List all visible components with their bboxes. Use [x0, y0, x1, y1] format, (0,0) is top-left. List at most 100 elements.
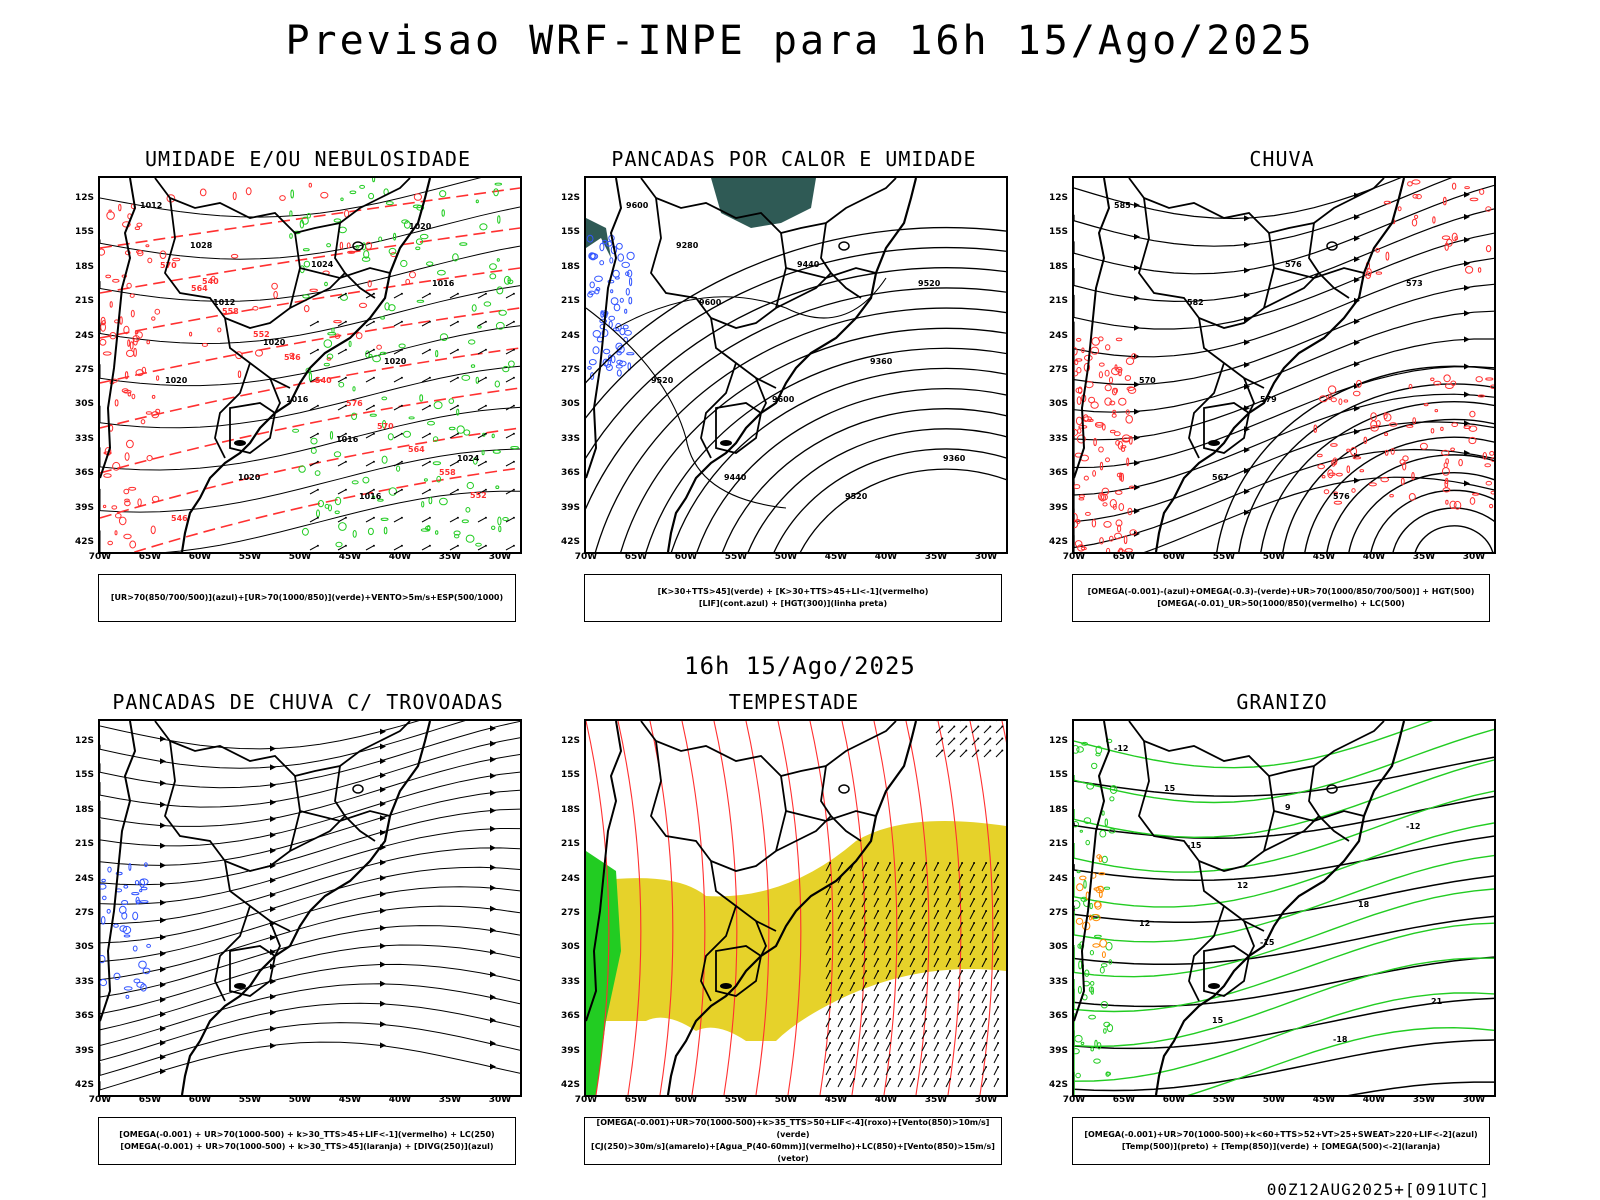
latitude-tick-label: 36S	[560, 1011, 580, 1022]
contour-label: 1012	[140, 201, 162, 210]
legend-line: [OMEGA(-0.01)_UR>50(1000/850)(vermelho) …	[1157, 599, 1405, 608]
longitude-tick-label: 70W	[1062, 552, 1086, 562]
forecast-map	[584, 719, 1008, 1097]
longitude-axis: 70W 65W 60W 55W 50W 45W 40W 35W 30W	[575, 552, 1008, 564]
latitude-tick-label: 21S	[1048, 839, 1068, 850]
run-time-footer: 00Z12AUG2025+[091UTC]	[1266, 1180, 1490, 1199]
latitude-axis: 12S 15S 18S 21S 24S 27S 30S 33S 36S 39S 42S	[68, 719, 96, 1093]
forecast-map: 9600 9600 9600 9520 9520 9520 9440 9440 9360 9360…	[584, 176, 1008, 554]
contour-label: 576	[346, 399, 363, 408]
contour-label: 1016	[359, 492, 382, 501]
contour-label: 9520	[845, 492, 868, 501]
legend-line: [OMEGA(-0.001)+UR>70(1000-500)+k<60+TTS>…	[1084, 1130, 1478, 1139]
longitude-tick-label: 70W	[88, 1095, 112, 1105]
latitude-tick-label: 36S	[1048, 1011, 1068, 1022]
longitude-axis: 70W 65W 60W 55W 50W 45W 40W 35W 30W	[1063, 552, 1496, 564]
legend-line: [OMEGA(-0.001)-(azul)+OMEGA(-0.3)-(verde…	[1087, 587, 1475, 596]
contour-label: 1024	[457, 454, 480, 463]
latitude-tick-label: 27S	[560, 908, 580, 918]
contour-label: 9	[1285, 803, 1291, 812]
contour-label: 552	[253, 330, 270, 339]
contour-label: 1020	[165, 376, 188, 385]
contour-label: 1028	[190, 241, 213, 250]
map-svg: 9600 9600 9600 9520 9520 9520 9440 9440 9360 9360…	[586, 178, 1006, 552]
longitude-tick-label: 65W	[1112, 1095, 1136, 1105]
latitude-tick-label: 15S	[1048, 770, 1068, 781]
contour-label: 18	[1358, 900, 1370, 909]
longitude-axis: 70W 65W 60W 55W 50W 45W 40W 35W 30W	[575, 1095, 1008, 1107]
longitude-tick-label: 40W	[1362, 552, 1386, 562]
longitude-tick-label: 30W	[1462, 552, 1486, 562]
latitude-tick-label: 33S	[1048, 976, 1068, 987]
longitude-tick-label: 40W	[874, 1095, 898, 1105]
longitude-tick-label: 60W	[674, 1095, 698, 1105]
latitude-tick-label: 42S	[1048, 1080, 1068, 1090]
contour-label: 570	[1139, 376, 1156, 385]
latitude-tick-label: 18S	[1048, 261, 1068, 272]
contour-label: 21	[1431, 997, 1443, 1006]
panel-title: PANCADAS DE CHUVA C/ TROVOADAS	[112, 690, 504, 714]
panel-legend: [UR>70(850/700/500)](azul)+[UR>70(1000/8…	[98, 574, 516, 622]
longitude-tick-label: 45W	[1312, 552, 1336, 562]
map-svg: 1012 1012 1016 1016 1016 1020 1020 1024 1020 1024…	[100, 178, 520, 552]
contour-label: 15	[1164, 784, 1176, 793]
contour-label: 9600	[772, 395, 795, 404]
longitude-tick-label: 50W	[1262, 1095, 1286, 1105]
map-svg	[100, 721, 520, 1095]
legend-line: [CJ(250)>30m/s](amarelo)+[Agua_P(40-60mm…	[591, 1142, 995, 1163]
latitude-axis: 12S 15S 18S 21S 24S 27S 30S 33S 36S 39S 42S	[554, 719, 582, 1093]
legend-line: [OMEGA(-0.001)+UR>70(1000-500)+k>35_TTS>…	[596, 1118, 990, 1139]
main-title: Previsao WRF-INPE para 16h 15/Ago/2025	[285, 18, 1315, 64]
longitude-tick-label: 60W	[1162, 552, 1186, 562]
contour-label: 9360	[943, 454, 966, 463]
latitude-tick-label: 27S	[560, 365, 580, 375]
latitude-tick-label: 27S	[1048, 365, 1068, 375]
longitude-tick-label: 65W	[624, 552, 648, 562]
panel-tempestade: TEMPESTADE 12S 15S 18S 21S 24S 27S 30S 33S 36S 39S…	[554, 690, 1034, 1170]
latitude-tick-label: 27S	[74, 908, 94, 918]
contour-label: 9520	[918, 279, 941, 288]
map-svg: 585 582 579 576 573 570 567 576	[1074, 178, 1494, 552]
contour-label: 1012	[213, 298, 235, 307]
map-layers: 9600 9600 9600 9520 9520 9520 9440 9440 9360 9360…	[586, 178, 1006, 552]
longitude-tick-label: 70W	[574, 1095, 598, 1105]
latitude-tick-label: 12S	[1048, 736, 1068, 746]
latitude-tick-label: 27S	[1048, 908, 1068, 918]
longitude-tick-label: 35W	[1412, 1095, 1436, 1105]
contour-label: 567	[1212, 473, 1229, 482]
latitude-tick-label: 12S	[560, 736, 580, 746]
map-svg: -12 -15 -15 -18 -12 12 15 9 18 21 15 12	[1074, 721, 1494, 1095]
map-layers: 585 582 579 576 573 570 567 576	[1074, 178, 1494, 552]
latitude-tick-label: 15S	[560, 227, 580, 238]
longitude-tick-label: 35W	[438, 552, 462, 562]
panel-legend: [OMEGA(-0.001)+UR>70(1000-500)+k<60+TTS>…	[1072, 1117, 1490, 1165]
latitude-tick-label: 36S	[74, 468, 94, 479]
panel-title: UMIDADE E/OU NEBULOSIDADE	[144, 147, 472, 171]
latitude-tick-label: 21S	[560, 839, 580, 850]
longitude-tick-label: 35W	[438, 1095, 462, 1105]
latitude-tick-label: 15S	[560, 770, 580, 781]
longitude-tick-label: 45W	[1312, 1095, 1336, 1105]
longitude-tick-label: 50W	[774, 552, 798, 562]
contour-label: -12	[1406, 822, 1420, 831]
latitude-tick-label: 42S	[74, 1080, 94, 1090]
latitude-tick-label: 30S	[1048, 942, 1068, 953]
longitude-tick-label: 65W	[1112, 552, 1136, 562]
latitude-tick-label: 33S	[74, 976, 94, 987]
contour-label: 540	[315, 376, 332, 385]
panel-legend: [OMEGA(-0.001)-(azul)+OMEGA(-0.3)-(verde…	[1072, 574, 1490, 622]
contour-label: 546	[284, 353, 301, 362]
contour-label: 552	[470, 491, 487, 500]
legend-line: [LIF](cont.azul) + [HGT(300)](linha pret…	[698, 599, 888, 608]
longitude-tick-label: 70W	[574, 552, 598, 562]
contour-label: -15	[1187, 841, 1202, 850]
contour-label: 9360	[870, 357, 893, 366]
longitude-tick-label: 35W	[1412, 552, 1436, 562]
map-layers: 1012 1012 1016 1016 1016 1020 1020 1024 1020 1024…	[100, 178, 520, 552]
longitude-tick-label: 35W	[924, 552, 948, 562]
contour-label: 585	[1114, 201, 1131, 210]
contour-label: 1016	[286, 395, 309, 404]
contour-label: 558	[439, 468, 456, 477]
latitude-tick-label: 21S	[74, 296, 94, 307]
contour-label: 564	[408, 445, 425, 454]
